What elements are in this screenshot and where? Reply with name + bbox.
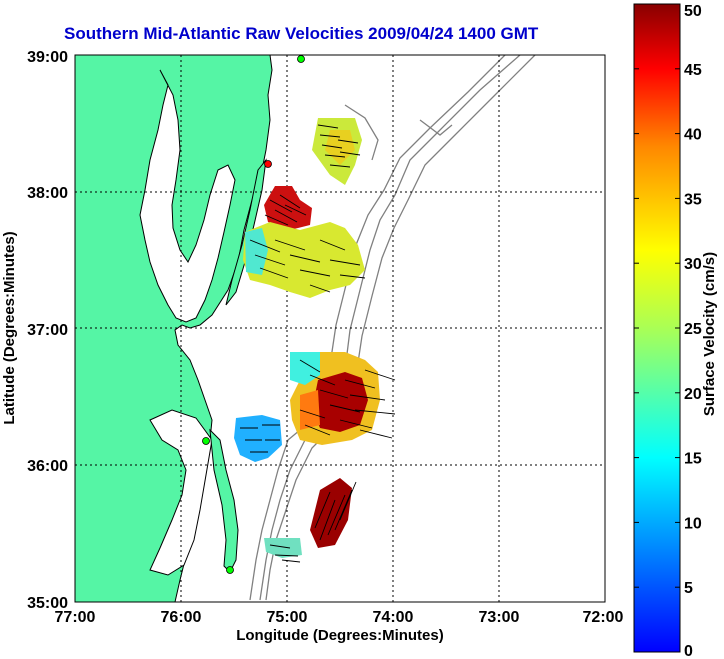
map-layer xyxy=(75,55,605,602)
x-tick-label: 72:00 xyxy=(583,609,624,626)
y-tick-label: 39:00 xyxy=(27,49,68,66)
map-title: Southern Mid-Atlantic Raw Velocities 200… xyxy=(64,24,539,43)
colorbar-tick-label: 15 xyxy=(684,451,702,468)
x-tick-label: 73:00 xyxy=(479,609,520,626)
velocity-region-south-hotspot xyxy=(310,478,352,548)
site-marker xyxy=(297,55,305,63)
colorbar-ticks: 0 5 10 15 20 25 30 35 40 45 50 xyxy=(634,3,702,659)
y-tick-label: 35:00 xyxy=(27,595,68,612)
colorbar-tick-label: 5 xyxy=(684,580,693,597)
velocity-field xyxy=(234,118,380,558)
grid-lines xyxy=(75,55,605,602)
velocity-region-south-small xyxy=(264,538,302,558)
colorbar-tick-label: 25 xyxy=(684,321,702,338)
colorbar-label: Surface Velocity (cm/s) xyxy=(701,252,718,416)
velocity-region-central-orange xyxy=(300,390,320,430)
x-tick-label: 75:00 xyxy=(267,609,308,626)
colorbar-tick-label: 50 xyxy=(684,3,702,20)
colorbar-tick-label: 35 xyxy=(684,191,702,208)
y-tick-label: 38:00 xyxy=(27,185,68,202)
x-tick-label: 74:00 xyxy=(373,609,414,626)
colorbar: 0 5 10 15 20 25 30 35 40 45 50 Surface Velocity (c… xyxy=(633,3,718,659)
y-axis: 39:00 38:00 37:00 36:00 35:00 xyxy=(27,49,68,612)
velocity-region-hotspot-upper xyxy=(264,186,312,230)
y-tick-label: 36:00 xyxy=(27,458,68,475)
x-tick-label: 76:00 xyxy=(161,609,202,626)
y-axis-label: Latitude (Degrees:Minutes) xyxy=(1,231,18,424)
velocity-region-cyan-west xyxy=(234,415,282,462)
x-axis-label: Longitude (Degrees:Minutes) xyxy=(236,627,444,644)
plot-frame xyxy=(74,54,606,603)
colorbar-tick-label: 45 xyxy=(684,62,702,79)
colorbar-tick-label: 40 xyxy=(684,127,702,144)
radar-sites xyxy=(202,55,305,574)
x-tick-label: 77:00 xyxy=(55,609,96,626)
colorbar-gradient xyxy=(633,3,681,653)
pamlico-sound xyxy=(149,409,213,576)
x-axis: 77:00 76:00 75:00 74:00 73:00 72:00 xyxy=(55,609,624,626)
velocity-region-central-cyan xyxy=(290,352,320,385)
velocity-region-central-hotspot xyxy=(312,372,368,432)
colorbar-tick-label: 20 xyxy=(684,386,702,403)
site-marker xyxy=(226,566,234,574)
velocity-vectors xyxy=(240,124,396,563)
y-tick-label: 37:00 xyxy=(27,322,68,339)
colorbar-tick-label: 10 xyxy=(684,515,702,532)
velocity-region-mid-upper xyxy=(243,222,365,298)
velocity-region-mid-upper-left xyxy=(245,228,268,275)
site-marker xyxy=(264,160,272,168)
site-marker xyxy=(202,437,210,445)
chesapeake-bay xyxy=(139,69,236,323)
colorbar-tick-label: 0 xyxy=(684,643,693,659)
colorbar-tick-label: 30 xyxy=(684,256,702,273)
